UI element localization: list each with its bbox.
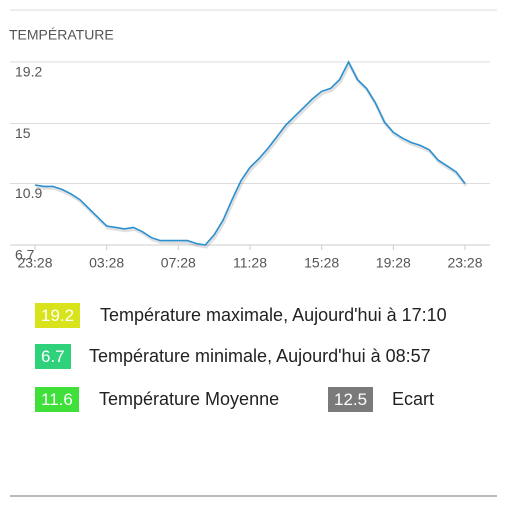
y-tick-label: 15 xyxy=(15,125,31,141)
line-shadow xyxy=(35,60,468,249)
stat-badge: 12.5 xyxy=(328,387,374,412)
y-tick-label: 19.2 xyxy=(15,64,42,80)
x-tick-label: 07:28 xyxy=(161,255,196,271)
x-tick-label: 11:28 xyxy=(233,255,267,271)
stat-badge: 11.6 xyxy=(35,387,79,412)
x-tick-label: 19:28 xyxy=(376,255,411,271)
y-tick-label: 6.7 xyxy=(15,247,35,263)
stat-label: Température minimale, Aujourd'hui à 08:5… xyxy=(89,346,431,366)
stat-badge: 19.2 xyxy=(35,303,81,328)
stat-label: Ecart xyxy=(392,389,435,409)
x-tick-label: 23:28 xyxy=(447,255,482,271)
y-tick-label: 10.9 xyxy=(15,185,42,201)
x-tick-label: 03:28 xyxy=(89,255,124,271)
stat-label: Température maximale, Aujourd'hui à 17:1… xyxy=(100,305,447,325)
line xyxy=(34,60,466,246)
stat-badge: 6.7 xyxy=(35,344,71,369)
chart-title: TEMPÉRATURE xyxy=(9,27,114,43)
stat-label: Température Moyenne xyxy=(99,389,280,409)
x-tick-label: 23:28 xyxy=(17,255,52,271)
x-tick-label: 15:28 xyxy=(304,255,339,271)
